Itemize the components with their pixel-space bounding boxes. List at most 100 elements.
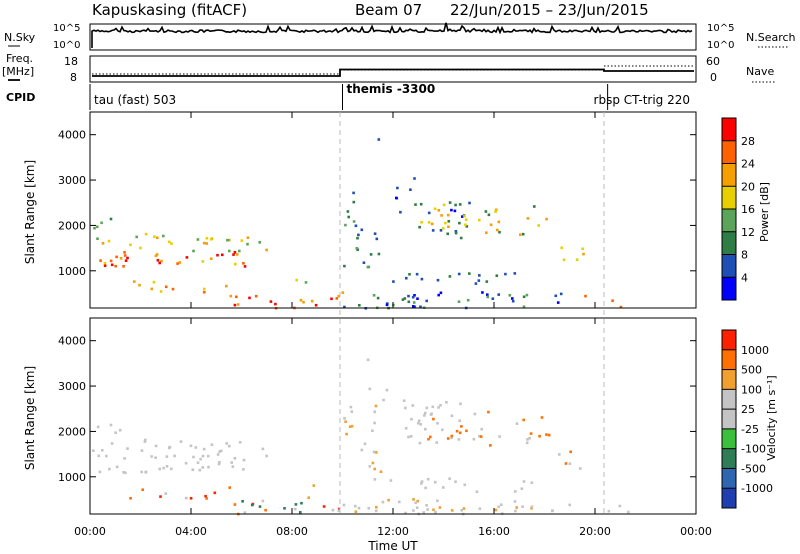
heatmap-cell <box>395 196 398 200</box>
heatmap-cell <box>123 254 127 257</box>
heatmap-cell <box>519 233 522 236</box>
heatmap-cell <box>234 262 237 266</box>
heatmap-cell <box>374 509 378 513</box>
heatmap-cell <box>458 203 462 206</box>
heatmap-cell <box>159 495 162 498</box>
heatmap-cell <box>413 177 416 180</box>
heatmap-cell <box>236 303 240 306</box>
heatmap-cell <box>432 417 435 421</box>
noise-right-tick-bottom: 10^0 <box>707 40 734 51</box>
heatmap-cell <box>345 432 348 436</box>
heatmap-cell <box>352 200 356 204</box>
heatmap-cell <box>528 437 531 440</box>
heatmap-cell <box>352 220 356 223</box>
heatmap-cell <box>419 423 422 426</box>
heatmap-cell <box>404 406 407 410</box>
heatmap-cell <box>404 511 407 515</box>
heatmap-cell <box>191 468 195 471</box>
heatmap-cell <box>165 465 169 468</box>
heatmap-cell <box>450 436 453 440</box>
heatmap-cell <box>123 251 126 254</box>
heatmap-cell <box>499 503 503 506</box>
heatmap-cell <box>582 252 585 256</box>
colorbar-tick-label: 28 <box>741 135 755 148</box>
colorbar-tick-label: 4 <box>741 271 748 284</box>
heatmap-cell <box>426 477 430 481</box>
heatmap-cell <box>96 425 100 429</box>
heatmap-cell <box>242 262 245 265</box>
heatmap-cell <box>461 215 464 218</box>
heatmap-cell <box>115 465 119 469</box>
heatmap-cell <box>344 223 347 227</box>
heatmap-cell <box>412 509 415 512</box>
colorbar-swatch <box>722 369 736 390</box>
x-tick-label: 00:00 <box>74 525 106 538</box>
freq-left-label-2: [MHz] <box>2 65 34 78</box>
heatmap-cell <box>416 499 419 503</box>
heatmap-cell <box>373 478 377 481</box>
heatmap-cell <box>533 205 536 208</box>
heatmap-cell <box>575 258 579 261</box>
x-tick-label: 08:00 <box>276 525 308 538</box>
heatmap-cell <box>478 507 482 510</box>
heatmap-cell <box>558 453 561 456</box>
heatmap-cell <box>233 503 237 506</box>
heatmap-cell <box>619 305 623 309</box>
heatmap-cell <box>369 253 373 256</box>
heatmap-cell <box>460 425 463 428</box>
colorbar-swatch <box>722 163 736 187</box>
heatmap-cell <box>225 284 228 288</box>
heatmap-cell <box>407 294 410 298</box>
heatmap-cell <box>293 507 297 511</box>
heatmap-cell <box>424 486 427 490</box>
noise-left-tick-top: 10^5 <box>53 23 80 34</box>
heatmap-cell <box>110 263 114 267</box>
heatmap-cell <box>487 213 491 217</box>
heatmap-cell <box>209 238 213 241</box>
heatmap-cell <box>229 294 233 298</box>
heatmap-cell <box>207 465 210 469</box>
station-title: Kapuskasing (fitACF) <box>92 1 247 19</box>
heatmap-cell <box>458 431 462 435</box>
heatmap-cell <box>437 293 440 297</box>
heatmap-cell <box>579 467 582 470</box>
heatmap-cell <box>382 398 385 402</box>
heatmap-cell <box>141 488 144 491</box>
heatmap-cell <box>123 457 126 460</box>
heatmap-cell <box>436 278 440 282</box>
freq-left-tick-bottom: 8 <box>70 71 77 84</box>
heatmap-cell <box>269 300 273 303</box>
heatmap-cell <box>437 209 441 212</box>
heatmap-cell <box>107 239 111 243</box>
heatmap-cell <box>417 421 420 425</box>
heatmap-cell <box>118 428 122 432</box>
heatmap-cell <box>448 275 452 278</box>
heatmap-cell <box>232 253 235 256</box>
heatmap-cell <box>409 435 413 438</box>
heatmap-cell <box>377 138 381 141</box>
colorbar-swatch <box>722 277 736 300</box>
heatmap-cell <box>156 259 160 262</box>
colorbar-tick-label: 100 <box>741 383 762 396</box>
heatmap-cell <box>497 293 500 296</box>
power-colorbar-label: Power [dB] <box>758 182 771 242</box>
heatmap-cell <box>158 467 161 471</box>
heatmap-cell <box>417 419 421 423</box>
heatmap-cell <box>396 186 399 190</box>
heatmap-cell <box>343 417 346 420</box>
heatmap-cell <box>484 210 488 213</box>
heatmap-cell <box>442 203 446 207</box>
heatmap-cell <box>472 437 476 441</box>
y-tick-label: 1000 <box>58 471 86 484</box>
heatmap-cell <box>373 410 376 414</box>
heatmap-cell <box>530 507 533 510</box>
heatmap-cell <box>498 230 501 234</box>
heatmap-cell <box>475 490 479 493</box>
heatmap-cell <box>243 511 247 514</box>
heatmap-cell <box>520 487 524 490</box>
velocity-panel-frame <box>89 317 697 515</box>
heatmap-cell <box>350 410 354 413</box>
heatmap-cell <box>133 280 136 283</box>
heatmap-cell <box>233 251 237 254</box>
heatmap-cell <box>465 429 468 433</box>
